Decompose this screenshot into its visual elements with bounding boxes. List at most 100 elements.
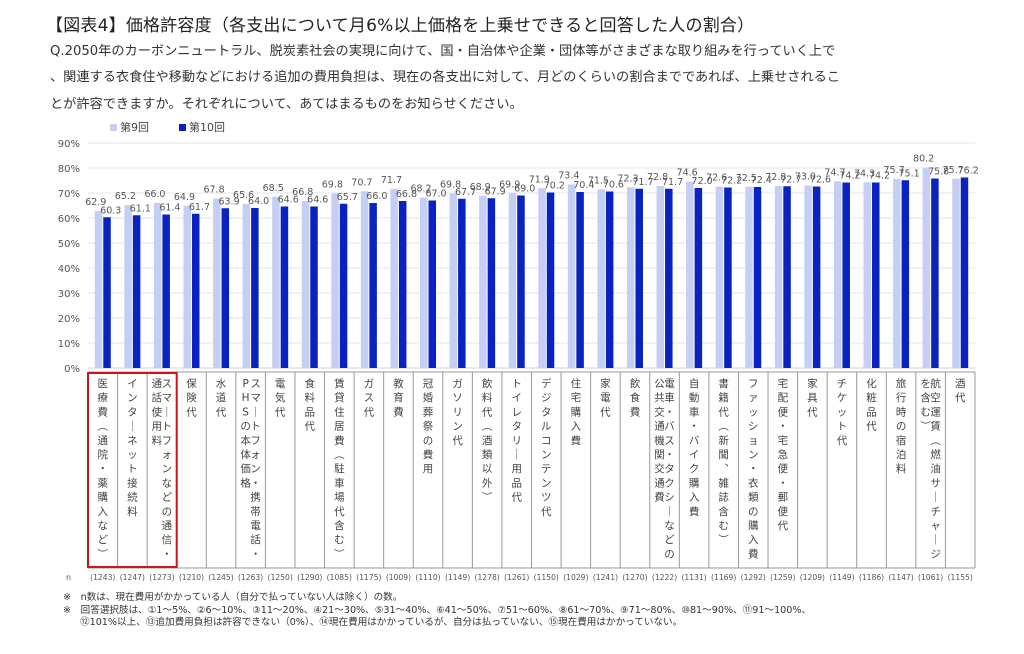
bar-series-10 xyxy=(132,215,141,368)
category-label-char: 携 xyxy=(250,491,261,504)
category-label-char: 住 xyxy=(334,405,345,418)
bar-series-10 xyxy=(635,188,643,368)
category-label-char: 価 xyxy=(240,462,251,475)
category-label-char: ス xyxy=(162,378,173,390)
category-label-char: な xyxy=(162,477,173,489)
bar-series-10 xyxy=(753,187,762,368)
n-count-label: (1150) xyxy=(534,573,559,582)
category-label-char: ・ xyxy=(778,421,789,433)
category-label-char: ︵ xyxy=(930,435,941,447)
category-label-char: シ xyxy=(664,492,675,504)
category-label-char: 代 xyxy=(837,435,848,447)
category-label-char: 代 xyxy=(866,421,877,433)
category-label-char: 燃 xyxy=(930,448,941,461)
category-label-char: 帯 xyxy=(250,505,261,518)
bar-series-9 xyxy=(686,181,694,368)
category-label-char: な xyxy=(664,520,675,532)
category-label-char: ︶ xyxy=(334,548,345,560)
category-label-char: ｜ xyxy=(250,405,261,418)
bar-series-10 xyxy=(842,182,850,368)
data-label: 61.4 xyxy=(159,203,180,214)
legend-item-series-10: 第10回 xyxy=(179,119,225,135)
data-label: 64.6 xyxy=(278,195,299,206)
n-count-label: (1241) xyxy=(593,573,618,582)
data-label: 75.7 xyxy=(943,165,964,176)
data-label: 67.9 xyxy=(485,186,506,197)
category-label-char: ｜ xyxy=(930,491,941,504)
category-label-char: 賃 xyxy=(334,377,345,390)
category-label-char: 費 xyxy=(98,405,109,418)
category-label-char: 気 xyxy=(275,391,286,404)
n-count-label: (1209) xyxy=(800,573,825,582)
category-label-char: 共 xyxy=(654,392,665,404)
bar-series-9 xyxy=(833,181,842,368)
data-label: 68.9 xyxy=(470,182,491,193)
category-label-char: 購 xyxy=(748,519,759,532)
bar-series-10 xyxy=(310,206,318,368)
category-label-char: ｜ xyxy=(162,405,173,418)
data-label: 66.8 xyxy=(292,187,313,198)
category-label-char: 院 xyxy=(98,448,109,461)
category-label-char: ァ xyxy=(748,392,759,404)
category-label-char: の xyxy=(423,435,434,447)
bar-series-10 xyxy=(458,198,466,368)
category-label-char: 電 xyxy=(664,378,675,390)
bar-series-10 xyxy=(783,186,791,368)
y-tick-label: 0% xyxy=(64,364,80,375)
category-label-char: ス xyxy=(250,378,261,390)
category-label-char: 療 xyxy=(98,391,109,404)
category-label-char: ｜ xyxy=(930,533,941,546)
category-label-char: ト xyxy=(837,421,848,433)
category-label-char: 時 xyxy=(896,406,907,418)
bar-series-9 xyxy=(360,191,369,368)
data-label: 60.3 xyxy=(100,205,121,216)
bar-series-9 xyxy=(922,167,931,368)
category-label-char: 便 xyxy=(778,462,789,475)
bar-series-9 xyxy=(124,205,132,368)
category-label-char: 体 xyxy=(240,449,251,461)
category-label-char: イ xyxy=(689,449,700,461)
data-label: 64.9 xyxy=(174,192,195,203)
category-label-char: 祭 xyxy=(423,421,434,433)
bar-series-10 xyxy=(901,180,910,368)
bar-series-10 xyxy=(517,195,525,368)
category-label-char: 使 xyxy=(152,405,163,418)
category-label-char: 品 xyxy=(511,477,522,489)
bar-series-9 xyxy=(567,184,576,368)
bar-series-10 xyxy=(931,178,939,368)
bar-series-9 xyxy=(272,196,280,368)
category-label-char: 電 xyxy=(600,392,611,404)
n-count-label: (1273) xyxy=(149,573,174,582)
category-label-char: チ xyxy=(837,378,848,390)
category-label-char: サ xyxy=(930,477,941,489)
category-label-char: 貸 xyxy=(334,391,345,404)
y-tick-label: 10% xyxy=(58,339,80,350)
category-label-char: ・ xyxy=(748,463,759,475)
data-label: 72.7 xyxy=(780,174,801,185)
bar-series-10 xyxy=(546,192,555,368)
category-label-char: 接 xyxy=(127,476,138,489)
chart-legend: 第9回 第10回 xyxy=(110,119,255,135)
data-label: 67.0 xyxy=(425,189,446,200)
data-label: 70.2 xyxy=(544,181,565,192)
category-label-char: 本 xyxy=(240,434,251,447)
data-label: 61.1 xyxy=(130,203,151,214)
category-label-char: P xyxy=(242,378,248,390)
category-label-char: 交 xyxy=(654,462,665,475)
category-label-char: ど xyxy=(664,534,675,546)
category-label-char: ケ xyxy=(837,392,848,404)
category-label-char: デ xyxy=(541,377,552,390)
category-label-char: 婚 xyxy=(423,391,434,404)
category-label-char: ︵ xyxy=(482,421,493,433)
category-label-char: 格 xyxy=(240,476,251,489)
category-label-char: 葬 xyxy=(423,406,434,418)
category-label-char: 便 xyxy=(778,405,789,418)
category-label-char: ル xyxy=(541,421,552,433)
n-count-label: (1155) xyxy=(948,573,973,582)
legend-item-series-9: 第9回 xyxy=(110,119,149,135)
data-label: 72.6 xyxy=(706,173,727,184)
bar-series-10 xyxy=(162,214,170,368)
data-label: 61.7 xyxy=(189,202,210,213)
note-n-count: ※ n数は、現在費用がかかっている人（自分で払っていない人は除く）の数。 xyxy=(63,592,403,603)
n-count-label: (1270) xyxy=(622,573,647,582)
